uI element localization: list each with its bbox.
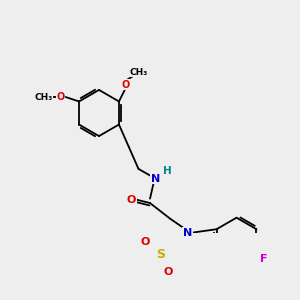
Text: O: O (141, 237, 150, 247)
Text: O: O (56, 92, 64, 102)
Text: O: O (122, 80, 130, 90)
Text: F: F (260, 254, 267, 263)
Text: O: O (164, 267, 173, 277)
Text: H: H (164, 166, 172, 176)
Text: N: N (183, 228, 192, 238)
Text: CH₃: CH₃ (34, 92, 52, 101)
Text: O: O (127, 194, 136, 205)
Text: N: N (151, 174, 160, 184)
Text: CH₃: CH₃ (130, 68, 148, 77)
Text: S: S (156, 248, 165, 261)
